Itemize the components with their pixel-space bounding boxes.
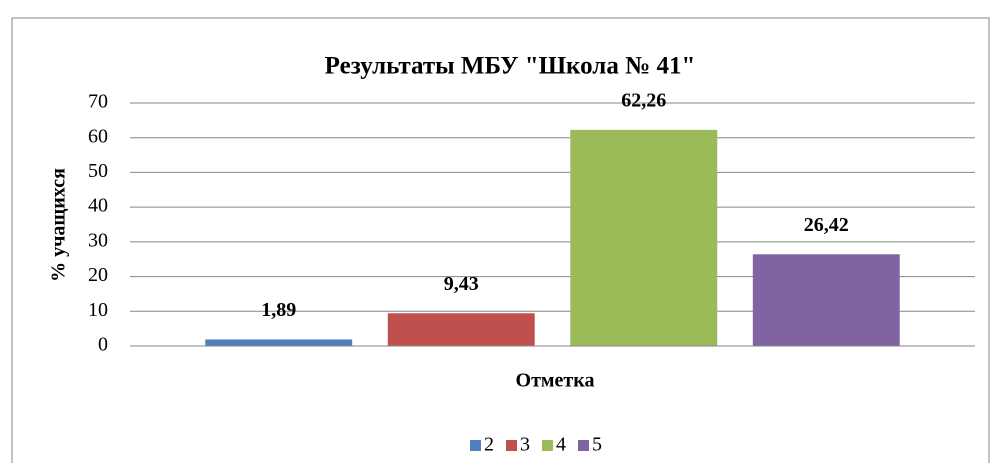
bar — [205, 339, 353, 346]
y-tick-label: 20 — [88, 264, 108, 286]
x-axis-title: Отметка — [516, 370, 595, 392]
legend-label: 2 — [484, 434, 494, 456]
y-tick-label: 10 — [88, 299, 108, 321]
y-tick-label: 30 — [88, 229, 108, 251]
legend-swatch — [470, 440, 481, 451]
legend-swatch — [542, 440, 553, 451]
legend-swatch — [506, 440, 517, 451]
y-tick-label: 0 — [98, 334, 108, 356]
y-tick-label: 50 — [88, 160, 108, 182]
data-label: 1,89 — [261, 299, 296, 321]
chart-frame — [11, 17, 990, 463]
data-label: 26,42 — [804, 214, 849, 236]
legend-label: 3 — [520, 434, 530, 456]
bar — [387, 313, 535, 346]
y-tick-label: 40 — [88, 195, 108, 217]
bar — [570, 129, 718, 346]
legend-label: 5 — [592, 434, 602, 456]
legend-label: 4 — [556, 434, 566, 456]
data-label: 9,43 — [444, 273, 479, 295]
legend-swatch — [578, 440, 589, 451]
y-tick-label: 60 — [88, 125, 108, 147]
chart-title: Результаты МБУ "Школа № 41" — [325, 53, 696, 80]
y-axis-title: % учащихся — [48, 168, 70, 282]
data-label: 62,26 — [621, 89, 666, 111]
y-tick-label: 70 — [88, 91, 108, 113]
bar — [752, 254, 900, 346]
